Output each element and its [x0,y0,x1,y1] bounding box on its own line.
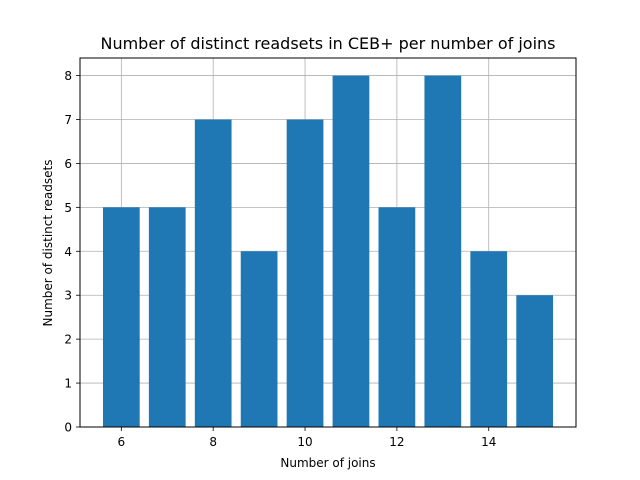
bar-7 [148,207,186,427]
bar-8 [194,119,232,427]
y-tick-label: 8 [64,69,72,83]
x-tick-label: 14 [481,435,496,449]
bar-15 [516,295,554,427]
y-tick-label: 6 [64,157,72,171]
y-tick-label: 5 [64,201,72,215]
y-tick-label: 1 [64,377,72,391]
y-tick-label: 7 [64,113,72,127]
bar-13 [424,75,462,428]
bar-10 [286,119,324,427]
x-tick-label: 8 [209,435,217,449]
x-tick-label: 10 [297,435,312,449]
y-axis-label: Number of distinct readsets [41,160,55,327]
plot-frame [79,57,577,428]
bar-11 [332,75,370,428]
y-tick-label: 0 [64,421,72,435]
bar-9 [240,251,278,427]
x-axis-label: Number of joins [280,456,375,470]
y-tick-label: 4 [64,245,72,259]
bar-12 [378,207,416,427]
x-tick-label: 6 [118,435,126,449]
x-tick-label: 12 [389,435,404,449]
y-tick-label: 3 [64,289,72,303]
bar-14 [470,251,508,427]
chart-title: Number of distinct readsets in CEB+ per … [100,34,555,53]
y-tick-label: 2 [64,333,72,347]
bars [102,75,554,428]
bar-6 [102,207,140,427]
